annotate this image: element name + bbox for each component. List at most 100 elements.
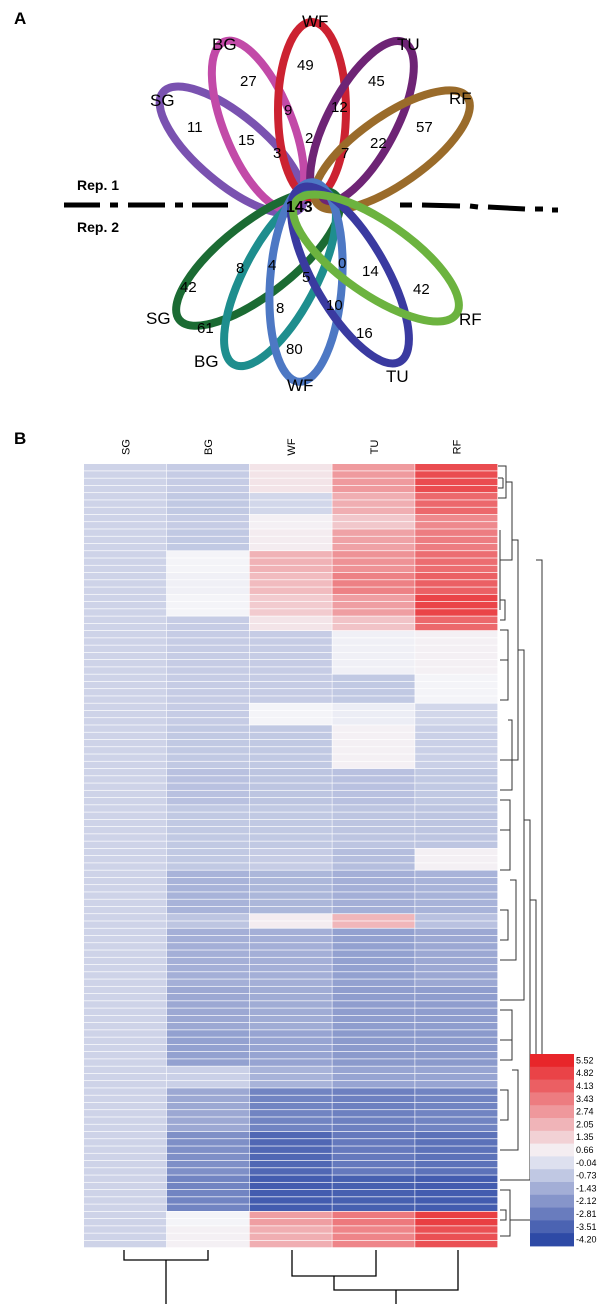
heatmap-cell <box>166 885 249 892</box>
heatmap-cell <box>332 522 415 529</box>
heatmap-cell <box>84 805 167 812</box>
heatmap-cell <box>166 485 249 493</box>
heatmap-cell <box>249 739 332 747</box>
heatmap-cell <box>84 885 167 892</box>
heatmap-cell <box>415 572 498 580</box>
heatmap-cell <box>332 594 415 602</box>
heatmap-cell <box>332 652 415 660</box>
heatmap-cell <box>166 660 249 667</box>
heatmap-cell <box>249 1052 332 1059</box>
heatmap-cell <box>84 1095 167 1103</box>
heatmap-cell <box>332 739 415 747</box>
heatmap-cell <box>332 877 415 885</box>
heatmap-cell <box>415 710 498 718</box>
heatmap-cell <box>84 522 167 529</box>
heatmap-cell <box>332 870 415 878</box>
heatmap-cell <box>249 522 332 529</box>
heatmap-cell <box>249 689 332 696</box>
heatmap-cell <box>166 1153 249 1161</box>
heatmap-cell <box>415 848 498 856</box>
heatmap-cell <box>415 863 498 870</box>
heatmap-cell <box>332 979 415 986</box>
heatmap-cell <box>166 768 249 776</box>
heatmap-cell <box>84 1008 167 1016</box>
heatmap-cell <box>166 790 249 798</box>
heatmap-cell <box>415 1022 498 1030</box>
heatmap-cell <box>415 630 498 638</box>
count-rep1: 2 <box>305 130 313 147</box>
heatmap-cell <box>249 558 332 565</box>
heatmap-cell <box>415 471 498 478</box>
heatmap-cell <box>249 565 332 573</box>
heatmap-cell <box>415 826 498 834</box>
heatmap-cell <box>166 507 249 515</box>
heatmap-cell <box>84 681 167 689</box>
heatmap-cell <box>84 812 167 820</box>
column-label: BG <box>203 439 215 455</box>
heatmap-cell <box>415 464 498 471</box>
count-rep2: 80 <box>286 341 303 358</box>
heatmap-cell <box>84 565 167 573</box>
set-label-rep1-tu: TU <box>397 35 420 54</box>
heatmap-cell <box>332 514 415 522</box>
heatmap-cell <box>84 1233 167 1241</box>
heatmap-cell <box>332 609 415 616</box>
heatmap-cell <box>415 754 498 761</box>
count-rep2: 14 <box>362 263 379 280</box>
heatmap-cell <box>332 1117 415 1124</box>
heatmap-cell <box>249 485 332 493</box>
column-label: SG <box>120 439 132 455</box>
heatmap-cell <box>84 1160 167 1168</box>
heatmap-cell <box>166 1001 249 1008</box>
heatmap-cell <box>249 1146 332 1153</box>
heatmap-cell <box>332 1168 415 1175</box>
heatmap-cell <box>415 703 498 711</box>
heatmap-cell <box>332 638 415 645</box>
heatmap-cell <box>415 1146 498 1153</box>
heatmap-cell <box>332 1008 415 1016</box>
heatmap-cell <box>84 1037 167 1045</box>
heatmap-cell <box>84 870 167 878</box>
heatmap-cell <box>166 877 249 885</box>
heatmap-cell <box>84 1189 167 1197</box>
count-rep1: 9 <box>284 102 292 119</box>
heatmap-cell <box>415 565 498 573</box>
heatmap-cell <box>332 543 415 551</box>
heatmap-cell <box>249 1153 332 1161</box>
color-scale-tick: -0.73 <box>576 1171 597 1181</box>
heatmap-cell <box>415 877 498 885</box>
column-dendrogram-branches <box>123 1250 459 1304</box>
heatmap-cell <box>249 1095 332 1103</box>
heatmap-cell <box>84 601 167 609</box>
heatmap-cell <box>84 979 167 986</box>
heatmap-cell <box>84 863 167 870</box>
heatmap-cell <box>249 935 332 943</box>
heatmap-cell <box>166 1030 249 1037</box>
heatmap-cell <box>249 986 332 994</box>
color-scale-swatch <box>530 1194 574 1208</box>
heatmap-cell <box>249 921 332 928</box>
heatmap-cell <box>249 1022 332 1030</box>
heatmap-cell <box>249 696 332 703</box>
heatmap-cell <box>84 638 167 645</box>
heatmap-cell <box>249 1102 332 1110</box>
heatmap-cell <box>249 1073 332 1081</box>
heatmap-cell <box>249 1226 332 1233</box>
heatmap-cell <box>332 1081 415 1088</box>
heatmap-cell <box>84 1022 167 1030</box>
heatmap-cell <box>415 1030 498 1037</box>
heatmap-cell <box>166 1182 249 1190</box>
heatmap-cell <box>84 630 167 638</box>
heatmap-cell <box>166 565 249 573</box>
heatmap-cell <box>166 1073 249 1081</box>
color-scale-tick: 3.43 <box>576 1094 594 1104</box>
heatmap-cell <box>415 536 498 544</box>
heatmap-cell <box>84 623 167 631</box>
count-rep2: 8 <box>236 260 244 277</box>
heatmap-cell <box>332 485 415 493</box>
heatmap-cell <box>332 747 415 754</box>
heatmap-cell <box>84 696 167 703</box>
heatmap-cell <box>249 841 332 849</box>
heatmap-cell <box>249 761 332 769</box>
heatmap-cell <box>249 1081 332 1088</box>
